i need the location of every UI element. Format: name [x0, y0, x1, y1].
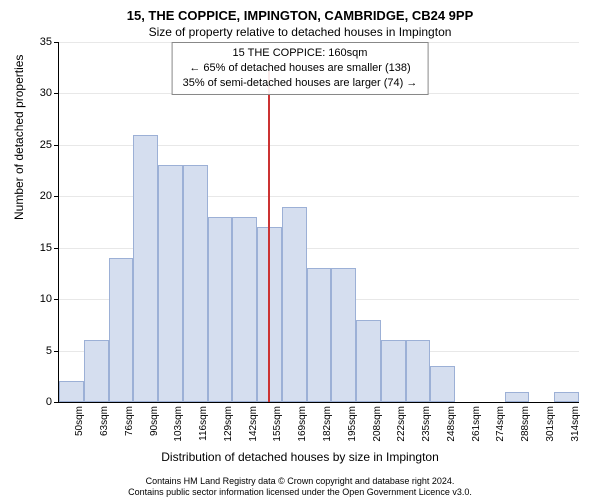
histogram-bar [183, 165, 208, 402]
xtick-label: 116sqm [198, 406, 209, 441]
ytick-label: 10 [22, 293, 52, 305]
histogram-bar [554, 392, 579, 402]
histogram-bar [133, 135, 158, 402]
histogram-bar [59, 381, 84, 402]
xtick-label: 288sqm [520, 406, 531, 442]
chart-container: 15, THE COPPICE, IMPINGTON, CAMBRIDGE, C… [0, 0, 600, 500]
xtick-label: 129sqm [223, 406, 234, 442]
ytick-label: 5 [22, 345, 52, 357]
xtick-label: 274sqm [495, 406, 506, 442]
annot-line3: 35% of semi-detached houses are larger (… [183, 76, 418, 91]
histogram-bar [208, 217, 233, 402]
xtick-label: 142sqm [248, 406, 259, 442]
ytick-mark [54, 248, 59, 249]
histogram-bar [307, 268, 332, 402]
chart-subtitle: Size of property relative to detached ho… [0, 23, 600, 39]
histogram-bar [430, 366, 455, 402]
histogram-bar [331, 268, 356, 402]
annotation-box: 15 THE COPPICE: 160sqm ← 65% of detached… [172, 42, 429, 95]
xtick-label: 314sqm [570, 406, 581, 442]
chart-title: 15, THE COPPICE, IMPINGTON, CAMBRIDGE, C… [0, 0, 600, 23]
histogram-bar [158, 165, 183, 402]
xtick-label: 222sqm [396, 406, 407, 442]
xtick-label: 235sqm [421, 406, 432, 442]
xtick-label: 248sqm [446, 406, 457, 442]
xtick-label: 76sqm [124, 406, 135, 436]
histogram-bar [381, 340, 406, 402]
histogram-bar [505, 392, 530, 402]
ytick-mark [54, 145, 59, 146]
x-axis-label: Distribution of detached houses by size … [0, 450, 600, 464]
chart-area: 50sqm63sqm76sqm90sqm103sqm116sqm129sqm14… [58, 42, 578, 402]
xtick-label: 169sqm [297, 406, 308, 442]
xtick-label: 208sqm [372, 406, 383, 442]
ytick-label: 15 [22, 242, 52, 254]
ytick-label: 25 [22, 139, 52, 151]
ytick-label: 30 [22, 87, 52, 99]
annot-line2: ← 65% of detached houses are smaller (13… [183, 61, 418, 76]
ytick-mark [54, 299, 59, 300]
xtick-label: 103sqm [173, 406, 184, 442]
ytick-mark [54, 351, 59, 352]
ytick-mark [54, 42, 59, 43]
ytick-mark [54, 93, 59, 94]
histogram-bar [109, 258, 134, 402]
annot-line1: 15 THE COPPICE: 160sqm [183, 46, 418, 61]
xtick-label: 195sqm [347, 406, 358, 442]
footer: Contains HM Land Registry data © Crown c… [0, 476, 600, 498]
xtick-label: 155sqm [272, 406, 283, 442]
ytick-label: 20 [22, 190, 52, 202]
footer-line1: Contains HM Land Registry data © Crown c… [0, 476, 600, 487]
histogram-bar [356, 320, 381, 402]
histogram-bar [84, 340, 109, 402]
ytick-label: 35 [22, 36, 52, 48]
xtick-label: 182sqm [322, 406, 333, 442]
xtick-label: 90sqm [149, 406, 160, 436]
histogram-bar [406, 340, 431, 402]
ytick-mark [54, 402, 59, 403]
ytick-label: 0 [22, 396, 52, 408]
histogram-bar [282, 207, 307, 402]
plot-area: 50sqm63sqm76sqm90sqm103sqm116sqm129sqm14… [58, 42, 579, 403]
xtick-label: 63sqm [99, 406, 110, 436]
xtick-label: 261sqm [471, 406, 482, 442]
footer-line2: Contains public sector information licen… [0, 487, 600, 498]
xtick-label: 301sqm [545, 406, 556, 442]
histogram-bar [232, 217, 257, 402]
ytick-mark [54, 196, 59, 197]
reference-line [268, 71, 270, 402]
xtick-label: 50sqm [74, 406, 85, 436]
